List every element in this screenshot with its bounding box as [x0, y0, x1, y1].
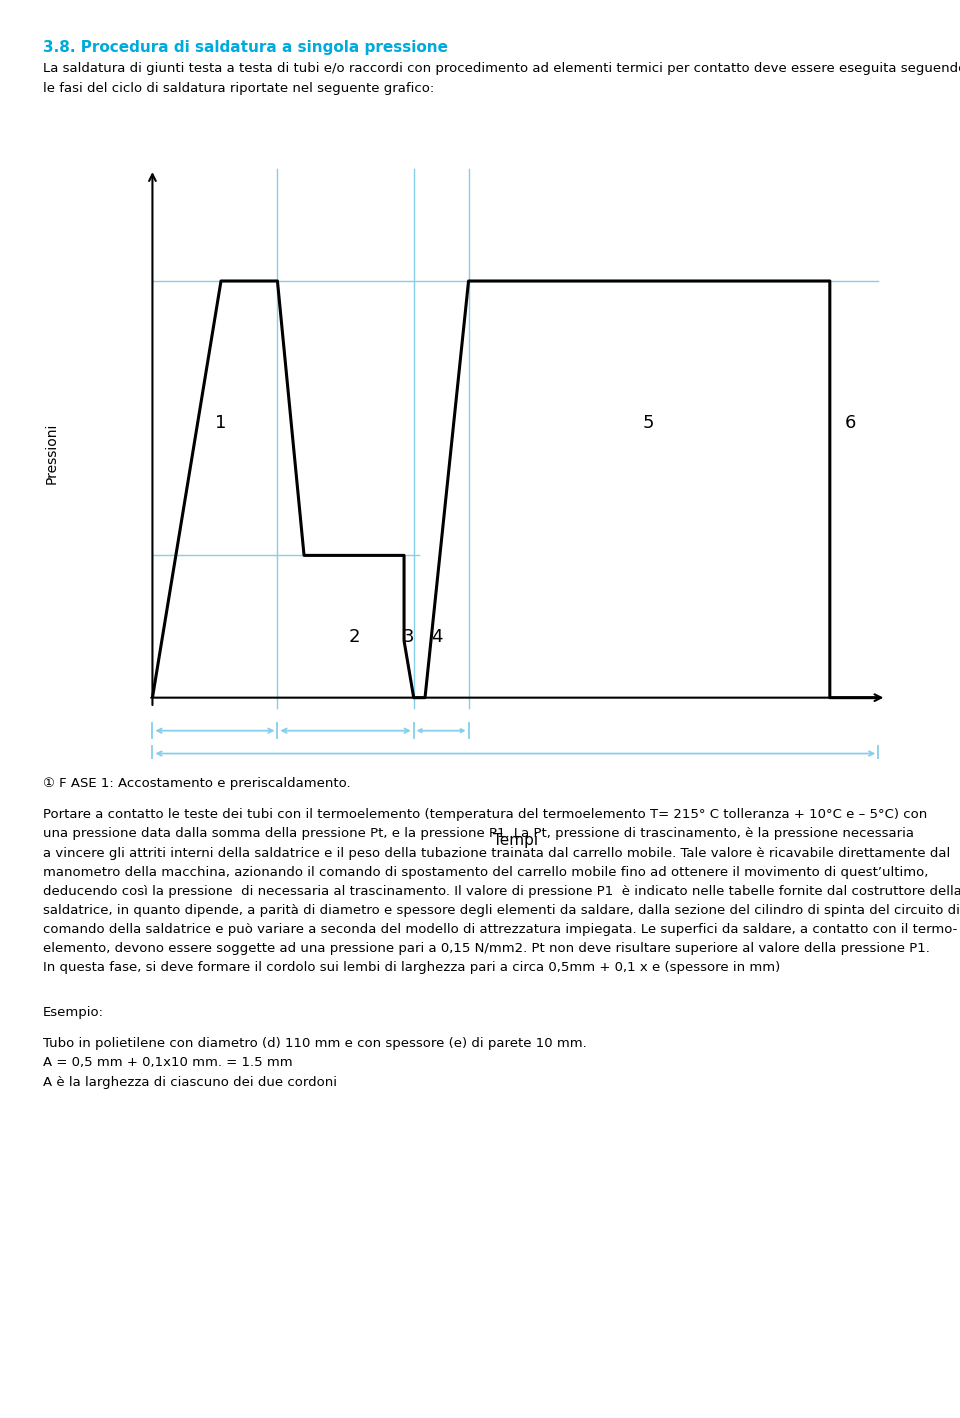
Text: 3.8. Procedura di saldatura a singola pressione: 3.8. Procedura di saldatura a singola pr…: [43, 40, 448, 55]
Text: Esempio:: Esempio:: [43, 1007, 105, 1020]
Text: 3: 3: [402, 628, 414, 645]
Text: A è la larghezza di ciascuno dei due cordoni: A è la larghezza di ciascuno dei due cor…: [43, 1076, 337, 1089]
Text: La saldatura di giunti testa a testa di tubi e/o raccordi con procedimento ad el: La saldatura di giunti testa a testa di …: [43, 62, 960, 75]
Text: A = 0,5 mm + 0,1x10 mm. = 1.5 mm: A = 0,5 mm + 0,1x10 mm. = 1.5 mm: [43, 1056, 293, 1069]
Text: deducendo così la pressione  di necessaria al trascinamento. Il valore di pressi: deducendo così la pressione di necessari…: [43, 885, 960, 898]
Text: Tubo in polietilene con diametro (d) 110 mm e con spessore (e) di parete 10 mm.: Tubo in polietilene con diametro (d) 110…: [43, 1038, 587, 1051]
Text: ① F ASE 1: Accostamento e preriscaldamento.: ① F ASE 1: Accostamento e preriscaldamen…: [43, 777, 350, 790]
Text: 2: 2: [348, 628, 360, 645]
Text: Pressioni: Pressioni: [45, 423, 59, 485]
Text: 4: 4: [431, 628, 443, 645]
Text: 5: 5: [642, 414, 654, 432]
Text: saldatrice, in quanto dipende, a parità di diametro e spessore degli elementi da: saldatrice, in quanto dipende, a parità …: [43, 905, 960, 917]
Text: elemento, devono essere soggette ad una pressione pari a 0,15 N/mm2. Pt non deve: elemento, devono essere soggette ad una …: [43, 942, 930, 956]
Text: comando della saldatrice e può variare a seconda del modello di attrezzatura imp: comando della saldatrice e può variare a…: [43, 923, 957, 936]
Text: le fasi del ciclo di saldatura riportate nel seguente grafico:: le fasi del ciclo di saldatura riportate…: [43, 82, 435, 95]
Text: Portare a contatto le teste dei tubi con il termoelemento (temperatura del termo: Portare a contatto le teste dei tubi con…: [43, 808, 927, 821]
Text: In questa fase, si deve formare il cordolo sui lembi di larghezza pari a circa 0: In questa fase, si deve formare il cordo…: [43, 961, 780, 974]
Text: una pressione data dalla somma della pressione Pt, e la pressione P1. La Pt, pre: una pressione data dalla somma della pre…: [43, 828, 914, 841]
Text: Tempi: Tempi: [492, 834, 538, 848]
Text: 1: 1: [215, 414, 227, 432]
Text: 6: 6: [844, 414, 855, 432]
Text: a vincere gli attriti interni della saldatrice e il peso della tubazione trainat: a vincere gli attriti interni della sald…: [43, 847, 950, 859]
Text: manometro della macchina, azionando il comando di spostamento del carrello mobil: manometro della macchina, azionando il c…: [43, 865, 928, 879]
